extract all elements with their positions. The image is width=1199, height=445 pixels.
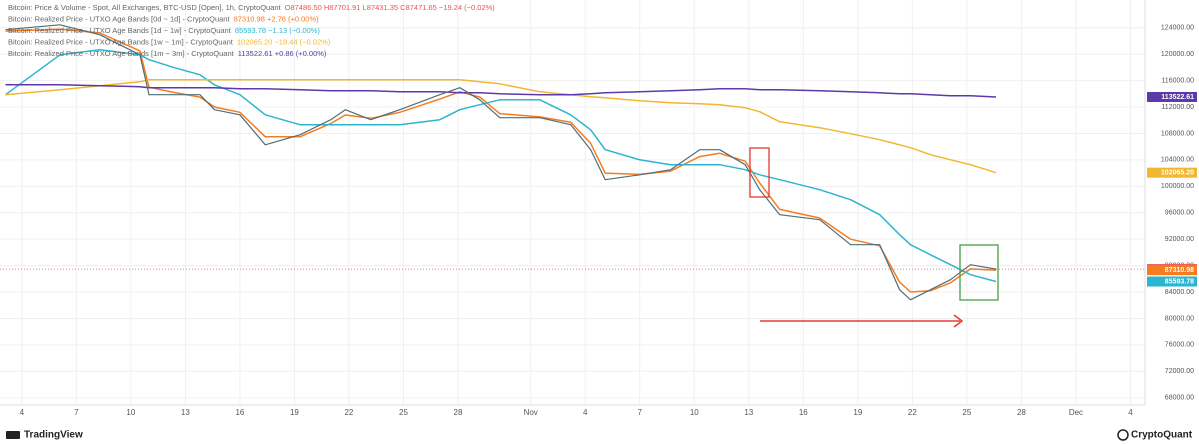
y-tick-label: 80000.00 xyxy=(1165,315,1194,322)
y-tick-label: 96000.00 xyxy=(1165,210,1194,217)
legend-name: Bitcoin: Realized Price - UTXO Age Bands… xyxy=(8,26,232,35)
x-tick-label: Dec xyxy=(1069,408,1083,417)
y-tick-label: 116000.00 xyxy=(1161,77,1194,84)
y-tick-label: 120000.00 xyxy=(1161,51,1194,58)
y-tick-label: 108000.00 xyxy=(1161,130,1194,137)
axis-value-box xyxy=(1147,276,1197,287)
x-tick-label: 22 xyxy=(908,408,917,417)
x-tick-label: 4 xyxy=(583,408,588,417)
x-tick-label: 10 xyxy=(126,408,135,417)
y-tick-label: 72000.00 xyxy=(1165,368,1194,375)
legend-value: 102065.20 −18.44 (−0.02%) xyxy=(237,37,331,46)
grid xyxy=(0,0,1145,405)
y-tick-label: 84000.00 xyxy=(1165,289,1194,296)
x-tick-label: 28 xyxy=(454,408,463,417)
highlight-box-red xyxy=(749,147,770,198)
y-tick-label: 112000.00 xyxy=(1161,104,1194,111)
x-tick-label: 16 xyxy=(235,408,244,417)
legend-name: Bitcoin: Price & Volume - Spot, All Exch… xyxy=(8,3,282,12)
legend: Bitcoin: Price & Volume - Spot, All Exch… xyxy=(8,3,495,58)
x-tick-label: 7 xyxy=(74,408,79,417)
x-tick-label: 22 xyxy=(344,408,353,417)
x-tick-label: 19 xyxy=(290,408,299,417)
legend-entry: Bitcoin: Realized Price - UTXO Age Bands… xyxy=(8,49,327,58)
x-tick-label: 16 xyxy=(799,408,808,417)
legend-name: Bitcoin: Realized Price - UTXO Age Bands… xyxy=(8,49,235,58)
x-tick-label: 25 xyxy=(399,408,408,417)
x-tick-label: 10 xyxy=(690,408,699,417)
footer-right: CryptoQuant xyxy=(1131,430,1193,441)
axes: 68000.00 72000.00 76000.00 80000.00 84000.00… xyxy=(20,25,1197,417)
x-tick-label: 28 xyxy=(1017,408,1026,417)
series-line xyxy=(5,78,997,174)
axis-value-label: 113522.61 xyxy=(1161,94,1194,101)
y-tick-label: 100000.00 xyxy=(1161,183,1194,190)
x-tick-label: 13 xyxy=(181,408,190,417)
x-tick-label: Nov xyxy=(524,408,538,417)
plot xyxy=(0,24,1145,301)
legend-value: 87310.98 +2.76 (+0.00%) xyxy=(234,14,320,23)
legend-name: Bitcoin: Realized Price - UTXO Age Bands… xyxy=(8,37,234,46)
y-tick-label: 124000.00 xyxy=(1161,25,1194,32)
series-line xyxy=(5,84,997,98)
x-tick-label: 19 xyxy=(853,408,862,417)
y-tick-label: 68000.00 xyxy=(1165,395,1194,402)
axis-value-label: 102065.20 xyxy=(1161,170,1194,177)
axis-value-box xyxy=(1147,265,1197,276)
arrow-head xyxy=(953,314,964,328)
legend-entry: Bitcoin: Realized Price - UTXO Age Bands… xyxy=(8,14,319,23)
x-tick-label: 4 xyxy=(1128,408,1133,417)
series-line xyxy=(5,24,997,301)
highlight-box-green xyxy=(959,244,999,301)
axis-value-box xyxy=(1147,91,1197,102)
x-tick-label: 4 xyxy=(20,408,25,417)
legend-value: O87486.50 H87701.91 L87431.35 C87471.65 … xyxy=(285,3,496,12)
legend-entry: Bitcoin: Realized Price - UTXO Age Bands… xyxy=(8,37,331,46)
y-tick-label: 76000.00 xyxy=(1165,342,1194,349)
axis-value-label: 87310.98 xyxy=(1165,267,1194,274)
cryptoquant-logo xyxy=(1117,429,1129,441)
y-tick-label: 104000.00 xyxy=(1161,157,1194,164)
series-line xyxy=(5,48,997,283)
tradingview-logo xyxy=(6,431,20,439)
legend-entry: Bitcoin: Realized Price - UTXO Age Bands… xyxy=(8,26,320,35)
legend-value: 113522.61 +0.86 (+0.00%) xyxy=(238,49,327,58)
legend-name: Bitcoin: Realized Price - UTXO Age Bands… xyxy=(8,14,230,23)
footer-left: TradingView xyxy=(24,430,83,441)
legend-entry: Bitcoin: Price & Volume - Spot, All Exch… xyxy=(8,3,495,12)
axis-value-label: 85593.78 xyxy=(1165,278,1194,285)
x-tick-label: 25 xyxy=(962,408,971,417)
axis-value-box xyxy=(1147,167,1197,178)
legend-value: 85593.78 −1.13 (−0.00%) xyxy=(235,26,321,35)
x-tick-label: 7 xyxy=(638,408,643,417)
x-tick-label: 13 xyxy=(744,408,753,417)
y-tick-label: 92000.00 xyxy=(1165,236,1194,243)
